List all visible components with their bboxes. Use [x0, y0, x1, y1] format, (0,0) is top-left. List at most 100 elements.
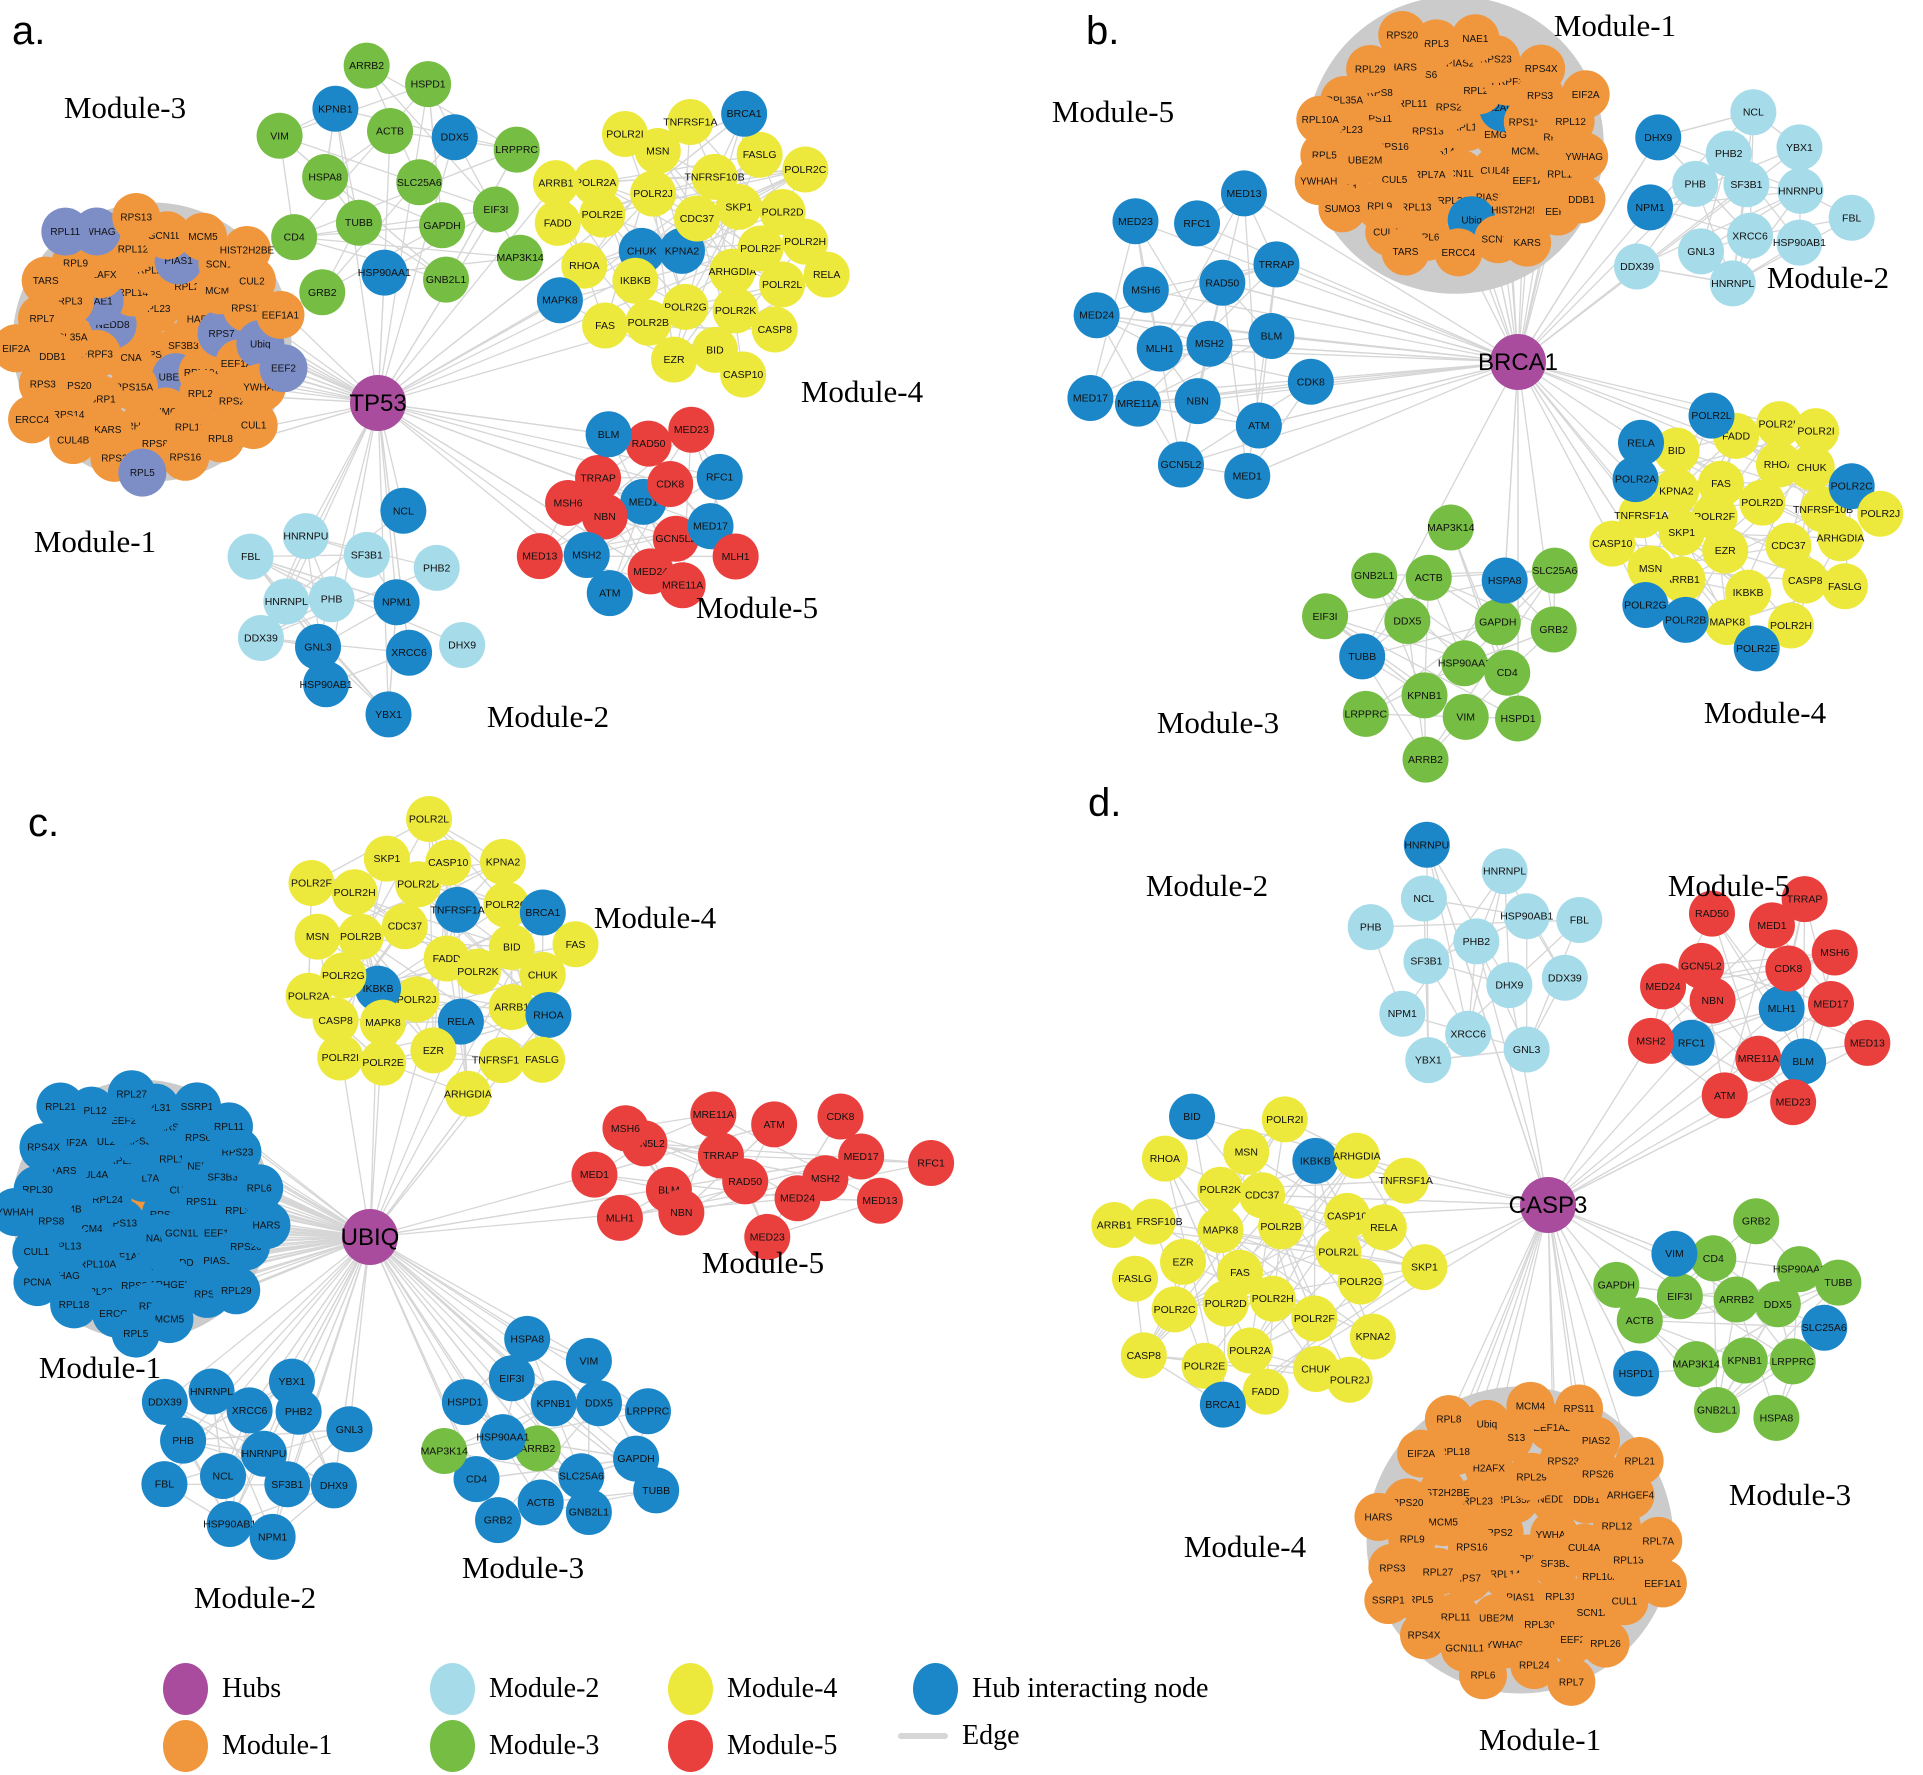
node-LRPPRC [1342, 690, 1389, 737]
panel-letter-c: c. [28, 801, 59, 845]
node-label: RPS13 [1412, 127, 1444, 138]
node-PHB2 [413, 544, 460, 591]
node-POLR2F [288, 860, 335, 907]
node-label: RPS14 [53, 410, 85, 421]
node-label: DHX9 [1644, 132, 1672, 144]
node-label: RPL7A [128, 1173, 160, 1184]
node-DDX5 [575, 1380, 622, 1427]
node-HNRNPU [1777, 167, 1824, 214]
node-label: RPL5 [130, 468, 155, 479]
node-SLC25A6 [1801, 1304, 1848, 1351]
node-label: RPL5 [1408, 1595, 1433, 1606]
node-POLR2J [1326, 1356, 1373, 1403]
node-label: POLR2D [762, 206, 804, 218]
node-ACTB [1616, 1297, 1663, 1344]
node-label: POLR2E [1184, 1360, 1225, 1372]
node-label: SF3B1 [1410, 956, 1442, 968]
node-KPNB1 [1401, 672, 1448, 719]
node-label: PRPF3 [1492, 77, 1525, 88]
node-RELA [437, 998, 484, 1045]
node-label: POLR2B [340, 931, 381, 943]
node-MRE11A [1114, 380, 1161, 427]
node-label: RPS13 [1494, 1433, 1526, 1444]
node-IKBKB [612, 257, 659, 304]
node-BLM [1248, 312, 1295, 359]
node-label: TUBB [642, 1485, 670, 1497]
node-label: TRRAP [703, 1150, 739, 1162]
node-DDX5 [431, 114, 478, 161]
node-label: CASP8 [1788, 575, 1823, 587]
node-label: RPL7 [1559, 1677, 1584, 1688]
legend-item-hubs: Hubs [163, 1663, 281, 1715]
node-POLR2H [331, 869, 378, 916]
node-label: GNB2L1 [426, 274, 466, 286]
node-label: POLR2J [1330, 1374, 1370, 1386]
node-label: PIAS1 [1476, 193, 1505, 204]
node-CDC37 [381, 903, 428, 950]
legend-item-hub-interacting-node: Hub interacting node [913, 1663, 1208, 1715]
node-label: NAE1 [87, 296, 114, 307]
node-MCM5 [179, 212, 228, 261]
node-RFC1 [1174, 200, 1221, 247]
node-label: RPL35A [50, 333, 88, 344]
node-label: RPS6 [185, 1133, 212, 1144]
module-label-d-module-2: Module-2 [1146, 868, 1268, 903]
node-CASP8 [751, 306, 798, 353]
node-label: MCM4 [205, 286, 235, 297]
node-label: RPS11 [231, 303, 262, 314]
node-TNFRSF1A [1382, 1157, 1429, 1204]
node-label: MSH2 [811, 1173, 840, 1185]
node-label: RPS20 [60, 381, 92, 392]
node-label: RPL6 [247, 1184, 272, 1195]
node-label: MSN [646, 145, 669, 157]
node-ARHGDIA [444, 1070, 491, 1117]
node-MED17 [838, 1133, 885, 1180]
node-label: RPS26 [1582, 1469, 1614, 1480]
module-label-a-module-4: Module-4 [801, 374, 924, 409]
node-BRCA1 [721, 90, 768, 137]
node-label: TNFRSF10B [1123, 1216, 1183, 1228]
legend-item-module-1: Module-1 [163, 1720, 332, 1772]
node-RPL7A [1634, 1516, 1683, 1565]
node-POLR2K [1756, 401, 1803, 448]
node-label: RPS13 [120, 212, 152, 223]
node-RHOA [525, 991, 572, 1038]
node-MSH2 [1628, 1017, 1675, 1064]
node-label: POLR2K [715, 305, 756, 317]
node-label: ARHGDIA [1333, 1150, 1381, 1162]
node-label: SKP1 [1411, 1262, 1438, 1274]
node-label: LRPPRC [1345, 708, 1388, 720]
module-label-a-module-2: Module-2 [487, 699, 609, 734]
node-label: POLR2J [397, 994, 437, 1006]
node-DDB1 [1557, 175, 1606, 224]
node-label: PHB2 [423, 562, 451, 574]
panel-d: PHB2 DHX9 SF3B1 HSP90AB1 XRCC6 NCL DDX39 NPM1 HN… [1088, 781, 1891, 1757]
node-label: CUL4B [57, 436, 90, 447]
node-label: RPS23 [1480, 55, 1512, 66]
node-label: KARS [1514, 238, 1542, 249]
node-label: YBX1 [375, 709, 402, 721]
node-GNL3 [1503, 1026, 1550, 1073]
legend-label: Hub interacting node [972, 1673, 1209, 1704]
node-label: HSPD1 [1619, 1368, 1654, 1380]
node-HSPA8 [302, 153, 349, 200]
node-label: RPL14 [118, 288, 149, 299]
node-label: VIM [580, 1355, 599, 1367]
node-label: GCN1L1 [148, 231, 187, 242]
node-ARRB1 [532, 160, 579, 207]
node-label: CDC37 [1245, 1190, 1280, 1202]
node-label: RPS4X [27, 1143, 60, 1154]
node-label: RHOA [1764, 459, 1794, 471]
node-TRRAP [1253, 241, 1300, 288]
node-label: SKP1 [725, 201, 752, 213]
node-FASLG [519, 1036, 566, 1083]
node-NPM1 [373, 579, 420, 626]
node-label: MED23 [1776, 1097, 1811, 1109]
node-EZR [1702, 527, 1749, 574]
node-label: MSH2 [572, 549, 601, 561]
node-label: FADD [1252, 1386, 1280, 1398]
node-label: ARRB2 [1719, 1294, 1754, 1306]
node-label: RPL13 [51, 1242, 82, 1253]
node-label: CDK8 [1774, 963, 1802, 975]
node-RELA [1618, 419, 1665, 466]
